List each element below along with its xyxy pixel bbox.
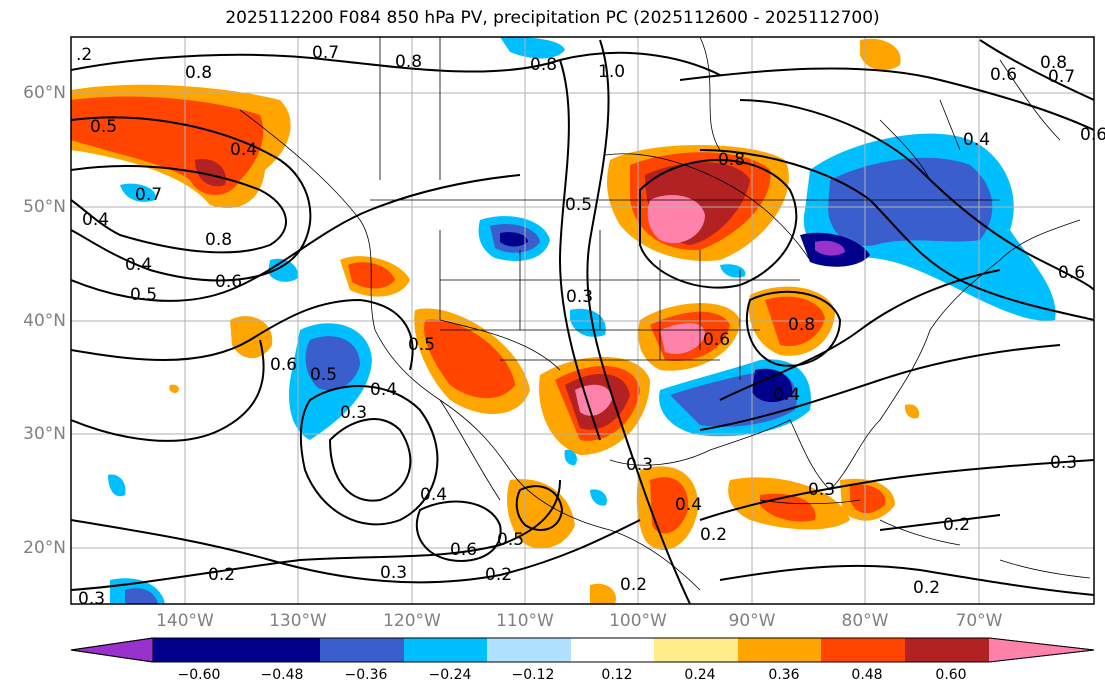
colorbar-tick-label: −0.12 [511, 667, 555, 683]
contour-label: 0.5 [310, 365, 337, 385]
colorbar-tick-label: 0.24 [684, 667, 716, 683]
contour-label: 0.8 [185, 63, 212, 83]
contour-label: 0.2 [943, 515, 970, 535]
lon-label: 130°W [269, 611, 327, 631]
coastlines [239, 37, 1091, 591]
colorbar-tick-label: −0.48 [260, 667, 304, 683]
contour-label: 0.4 [82, 210, 109, 230]
contour-label: 0.4 [125, 255, 152, 275]
contour-label: 0.6 [990, 65, 1017, 85]
contour-label: 0.2 [700, 525, 727, 545]
lon-label: 70°W [955, 611, 1003, 631]
contour-label: 0.8 [1040, 53, 1067, 73]
contour-label: 0.7 [1048, 67, 1075, 87]
contour-label: 0.8 [788, 315, 815, 335]
lon-label: 100°W [609, 611, 667, 631]
contour-label: 0.5 [497, 530, 524, 550]
pv-contours [71, 39, 1094, 604]
contour-label: 0.2 [208, 565, 235, 585]
contour-label: 0.6 [1080, 125, 1105, 145]
lat-label: 20°N [23, 538, 66, 558]
contour-label: 0.5 [90, 117, 117, 137]
contour-label: 0.3 [808, 480, 835, 500]
contour-label: 0.3 [626, 455, 653, 475]
contour-label: 0.6 [1058, 263, 1085, 283]
contour-label: 0.5 [130, 285, 157, 305]
contour-label: 0.8 [395, 52, 422, 72]
lon-label: 90°W [728, 611, 776, 631]
contour-label: 0.6 [215, 272, 242, 292]
colorbar-tick-label: 0.12 [601, 667, 633, 683]
contour-label: 0.7 [312, 43, 339, 63]
precip-shading [71, 37, 1056, 604]
lat-label: 60°N [23, 83, 66, 103]
contour-label: 0.5 [565, 195, 592, 215]
contour-label: 0.2 [913, 578, 940, 598]
contour-label: 0.2 [485, 565, 512, 585]
contour-label: 0.4 [370, 380, 397, 400]
map-title: 2025112200 F084 850 hPa PV, precipitatio… [225, 8, 880, 28]
lon-label: 140°W [156, 611, 214, 631]
contour-label: 0.8 [205, 230, 232, 250]
colorbar [70, 637, 1095, 663]
contour-label: 0.4 [230, 140, 257, 160]
contour-label: 0.8 [530, 55, 557, 75]
contour-label: 0.3 [566, 287, 593, 307]
contour-label: 1.0 [598, 62, 625, 82]
contour-label: 0.4 [675, 495, 702, 515]
contour-label: 0.4 [420, 485, 447, 505]
contour-labels: .2 0.8 0.7 0.8 1.0 0.8 0.7 0.6 0.8 0.5 0… [76, 43, 1105, 609]
contour-label: .2 [76, 45, 92, 65]
colorbar-tick-label: −0.24 [428, 667, 472, 683]
contour-label: 0.5 [408, 335, 435, 355]
lon-label: 80°W [841, 611, 889, 631]
colorbar-tick-label: −0.60 [177, 667, 221, 683]
contour-label: 0.6 [703, 330, 730, 350]
contour-label: 0.6 [450, 540, 477, 560]
colorbar-tick-label: 0.36 [768, 667, 800, 683]
colorbar-tick-label: −0.36 [344, 667, 388, 683]
lat-label: 30°N [23, 424, 66, 444]
contour-label: 0.7 [135, 185, 162, 205]
contour-label: 0.3 [78, 589, 105, 609]
colorbar-extend-min [70, 637, 154, 663]
contour-label: 0.6 [270, 355, 297, 375]
lon-label: 110°W [496, 611, 554, 631]
colorbar-tick-label: 0.48 [851, 667, 883, 683]
graticule [71, 37, 1094, 604]
lat-label: 40°N [23, 311, 66, 331]
map-layers [71, 37, 1094, 604]
contour-label: 0.3 [380, 563, 407, 583]
contour-label: 0.3 [1050, 453, 1077, 473]
lon-label: 120°W [383, 611, 441, 631]
contour-label: 0.2 [620, 575, 647, 595]
contour-label: 0.3 [340, 403, 367, 423]
contour-label: 0.4 [773, 385, 800, 405]
contour-label: 0.8 [718, 150, 745, 170]
map-frame [70, 36, 1095, 605]
contour-label: 0.4 [963, 130, 990, 150]
lat-label: 50°N [23, 197, 66, 217]
colorbar-tick-label: 0.60 [935, 667, 967, 683]
